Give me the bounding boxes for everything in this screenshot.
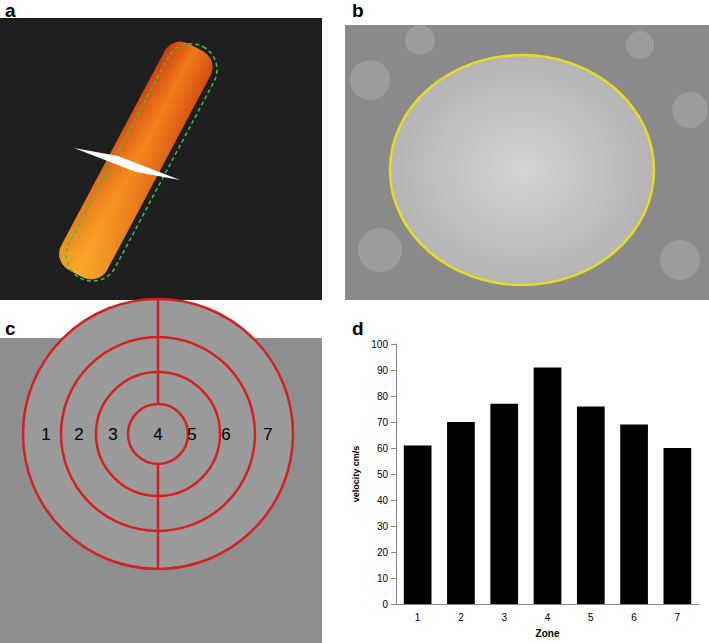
svg-text:40: 40 (377, 495, 389, 506)
svg-text:1: 1 (415, 612, 421, 623)
svg-text:4: 4 (545, 612, 551, 623)
svg-text:6: 6 (631, 612, 637, 623)
svg-text:6: 6 (221, 425, 230, 444)
svg-text:4: 4 (153, 425, 162, 444)
svg-text:velocity cm/s: velocity cm/s (351, 446, 361, 503)
svg-text:5: 5 (187, 425, 196, 444)
html-text:b: b (352, 0, 364, 21)
svg-text:2: 2 (458, 612, 464, 623)
html-text:a: a (5, 0, 16, 21)
svg-text:7: 7 (263, 425, 272, 444)
svg-text:3: 3 (108, 425, 117, 444)
svg-text:90: 90 (377, 365, 389, 376)
html-text:c: c (5, 318, 16, 339)
svg-text:60: 60 (377, 443, 389, 454)
svg-text:50: 50 (377, 469, 389, 480)
svg-text:1: 1 (41, 425, 50, 444)
html-text:d: d (352, 318, 364, 339)
svg-text:3: 3 (501, 612, 507, 623)
svg-text:0: 0 (382, 599, 388, 610)
svg-text:80: 80 (377, 391, 389, 402)
svg-text:5: 5 (588, 612, 594, 623)
svg-text:Zone: Zone (536, 628, 560, 639)
svg-text:100: 100 (371, 339, 388, 350)
svg-text:30: 30 (377, 521, 389, 532)
svg-text:7: 7 (675, 612, 681, 623)
svg-text:70: 70 (377, 417, 389, 428)
svg-text:10: 10 (377, 573, 389, 584)
svg-text:2: 2 (74, 425, 83, 444)
svg-text:20: 20 (377, 547, 389, 558)
